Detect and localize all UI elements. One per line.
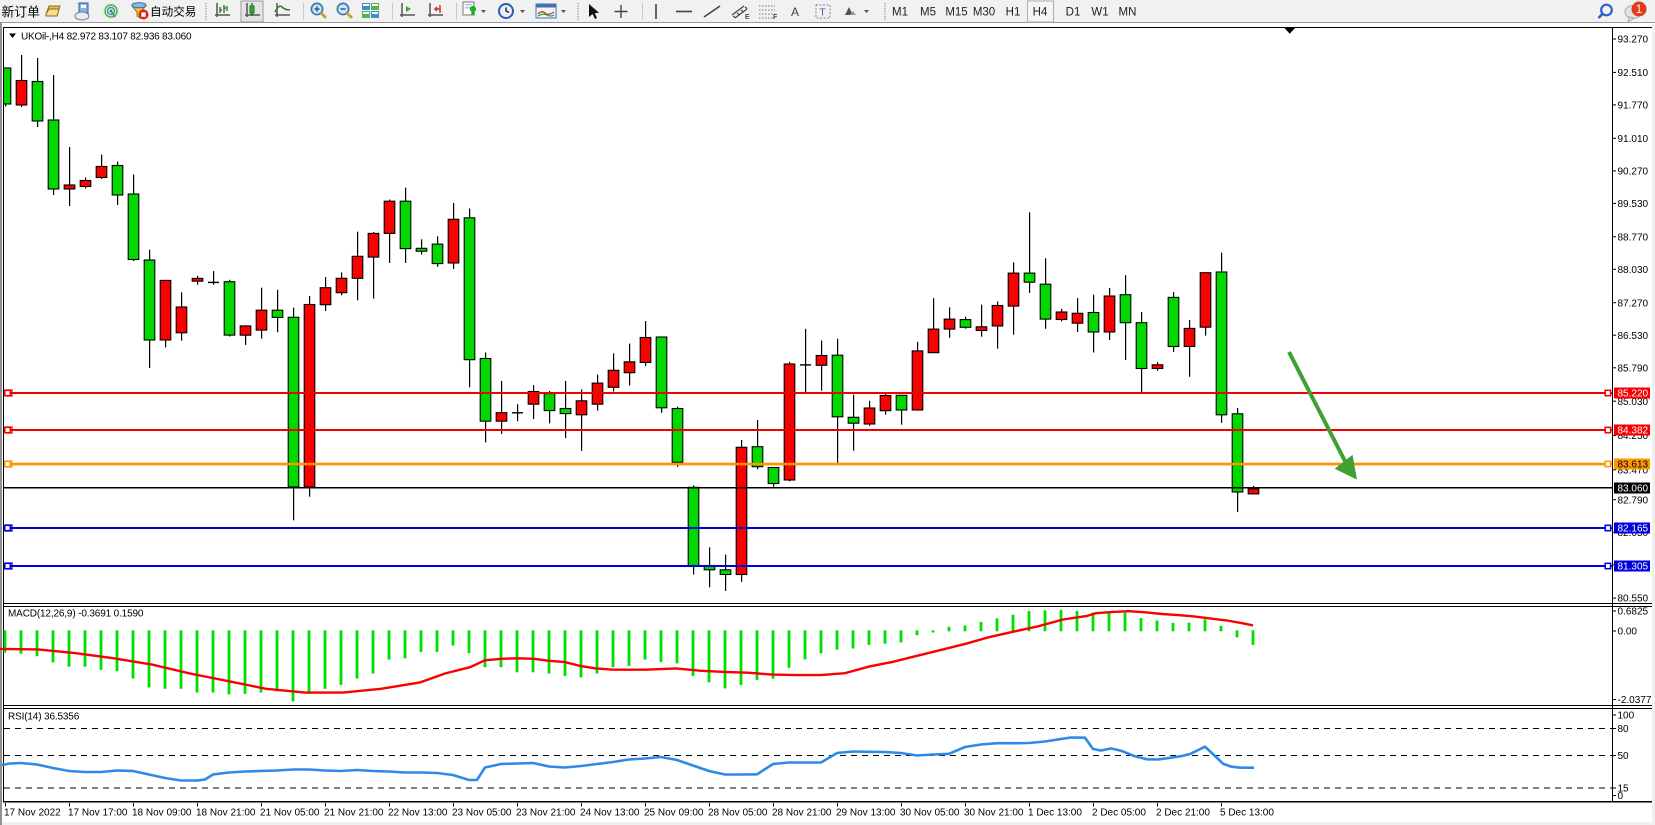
svg-text:82.165: 82.165 [1618, 524, 1649, 535]
svg-text:5 Dec 13:00: 5 Dec 13:00 [1220, 808, 1274, 819]
svg-text:17 Nov 17:00: 17 Nov 17:00 [68, 808, 128, 819]
svg-text:H1: H1 [1006, 7, 1021, 19]
svg-text:84.250: 84.250 [1618, 431, 1649, 442]
svg-text:0.00: 0.00 [1618, 627, 1638, 638]
svg-text:88.770: 88.770 [1618, 232, 1649, 243]
svg-text:50: 50 [1618, 751, 1630, 762]
svg-text:UKOil-,H4 82.972 83.107 82.93: UKOil-,H4 82.972 83.107 82.936 83.060 [21, 32, 192, 43]
svg-text:84.382: 84.382 [1618, 426, 1649, 437]
svg-text:MN: MN [1119, 7, 1137, 19]
svg-text:21 Nov 21:00: 21 Nov 21:00 [324, 808, 384, 819]
svg-text:90.270: 90.270 [1618, 167, 1649, 178]
svg-text:0.6825: 0.6825 [1618, 607, 1649, 618]
svg-text:83.613: 83.613 [1618, 460, 1649, 471]
svg-text:23 Nov 21:00: 23 Nov 21:00 [516, 808, 576, 819]
svg-text:15: 15 [1618, 784, 1630, 795]
svg-text:17 Nov 2022: 17 Nov 2022 [4, 808, 61, 819]
svg-text:M15: M15 [945, 7, 967, 19]
svg-text:RSI(14) 36.5356: RSI(14) 36.5356 [8, 712, 80, 723]
svg-text:91.010: 91.010 [1618, 134, 1649, 145]
svg-text:100: 100 [1618, 711, 1635, 722]
svg-text:92.510: 92.510 [1618, 68, 1649, 79]
svg-text:D1: D1 [1066, 7, 1081, 19]
svg-text:H4: H4 [1033, 7, 1048, 19]
svg-text:80: 80 [1618, 724, 1630, 735]
svg-text:30 Nov 05:00: 30 Nov 05:00 [900, 808, 960, 819]
svg-text:81.305: 81.305 [1618, 562, 1649, 573]
svg-text:-2.0377: -2.0377 [1618, 695, 1652, 706]
svg-text:24 Nov 13:00: 24 Nov 13:00 [580, 808, 640, 819]
svg-text:M1: M1 [892, 7, 908, 19]
svg-text:18 Nov 21:00: 18 Nov 21:00 [196, 808, 256, 819]
svg-text:新订单: 新订单 [2, 5, 41, 20]
svg-text:83.060: 83.060 [1618, 484, 1649, 495]
svg-text:2 Dec 05:00: 2 Dec 05:00 [1092, 808, 1146, 819]
svg-text:28 Nov 05:00: 28 Nov 05:00 [708, 808, 768, 819]
svg-text:25 Nov 09:00: 25 Nov 09:00 [644, 808, 704, 819]
svg-text:86.530: 86.530 [1618, 331, 1649, 342]
svg-text:18 Nov 09:00: 18 Nov 09:00 [132, 808, 192, 819]
svg-text:M30: M30 [973, 7, 995, 19]
svg-text:91.770: 91.770 [1618, 101, 1649, 112]
svg-text:85.030: 85.030 [1618, 397, 1649, 408]
svg-text:21 Nov 05:00: 21 Nov 05:00 [260, 808, 320, 819]
svg-text:M5: M5 [920, 7, 936, 19]
svg-text:1 Dec 13:00: 1 Dec 13:00 [1028, 808, 1082, 819]
svg-text:89.530: 89.530 [1618, 199, 1649, 210]
svg-text:29 Nov 13:00: 29 Nov 13:00 [836, 808, 896, 819]
svg-text:88.030: 88.030 [1618, 265, 1649, 276]
svg-text:E: E [745, 14, 750, 21]
svg-text:F: F [773, 14, 777, 21]
svg-text:W1: W1 [1091, 7, 1108, 19]
svg-text:85.790: 85.790 [1618, 363, 1649, 374]
svg-text:1: 1 [1636, 4, 1642, 16]
svg-text:0: 0 [1618, 791, 1624, 802]
svg-text:自动交易: 自动交易 [150, 5, 196, 19]
svg-text:MACD(12,26,9) -0.3691 0.1590: MACD(12,26,9) -0.3691 0.1590 [8, 609, 144, 620]
svg-text:85.220: 85.220 [1618, 389, 1649, 400]
svg-text:82.790: 82.790 [1618, 495, 1649, 506]
svg-text:80.550: 80.550 [1618, 594, 1649, 605]
svg-text:23 Nov 05:00: 23 Nov 05:00 [452, 808, 512, 819]
svg-text:T: T [820, 8, 826, 19]
svg-text:A: A [791, 5, 799, 19]
svg-text:22 Nov 13:00: 22 Nov 13:00 [388, 808, 448, 819]
svg-text:30 Nov 21:00: 30 Nov 21:00 [964, 808, 1024, 819]
svg-text:2 Dec 21:00: 2 Dec 21:00 [1156, 808, 1210, 819]
svg-text:87.270: 87.270 [1618, 298, 1649, 309]
svg-text:28 Nov 21:00: 28 Nov 21:00 [772, 808, 832, 819]
svg-text:93.270: 93.270 [1618, 35, 1649, 46]
svg-text:83.470: 83.470 [1618, 465, 1649, 476]
